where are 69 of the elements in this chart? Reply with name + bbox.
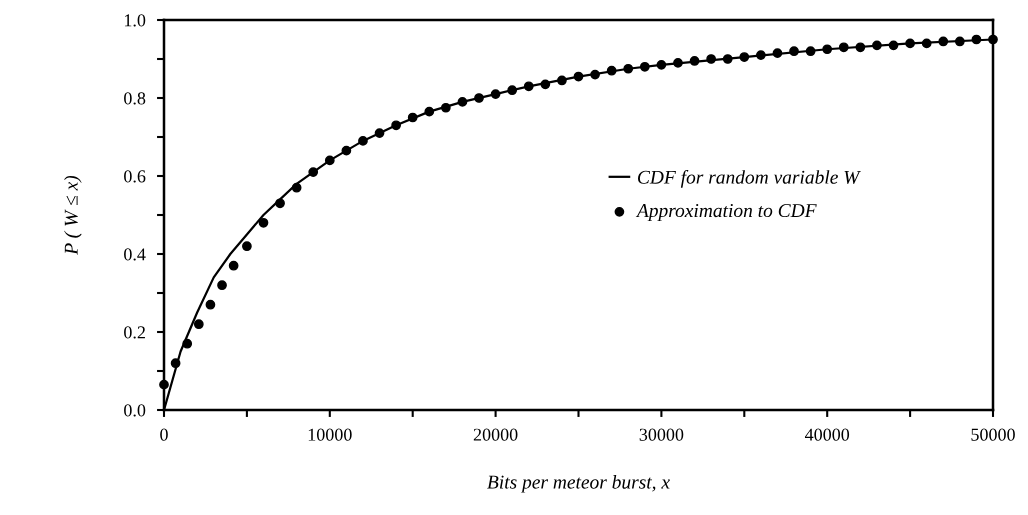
- point: [656, 59, 667, 70]
- point: [623, 63, 634, 74]
- point: [275, 198, 285, 209]
- point: [228, 260, 239, 271]
- point: [689, 56, 700, 66]
- x-axis-title: Bits per meteor burst, x: [487, 474, 670, 493]
- point: [988, 34, 998, 45]
- point: [606, 65, 617, 76]
- legend-label: CDF for random variable W: [638, 169, 861, 188]
- point: [921, 38, 932, 49]
- point: [706, 54, 717, 64]
- point: [490, 89, 501, 99]
- point: [182, 338, 193, 349]
- x-tick-label: 50000: [971, 428, 1015, 441]
- point: [573, 71, 584, 82]
- y-tick-label: 0.6: [124, 170, 146, 183]
- y-axis-title: P ( W ≤ x): [64, 175, 82, 255]
- x-tick-label: 0: [160, 428, 168, 441]
- point: [374, 128, 385, 138]
- point: [822, 44, 833, 55]
- point: [855, 42, 866, 53]
- point: [424, 106, 435, 117]
- point: [805, 46, 816, 57]
- point: [193, 319, 204, 330]
- point: [557, 75, 567, 86]
- y-tick-label: 0.2: [124, 326, 145, 339]
- point: [242, 241, 252, 252]
- point: [407, 112, 418, 123]
- point: [507, 85, 518, 96]
- point: [954, 36, 965, 47]
- point: [457, 97, 468, 107]
- point: [440, 102, 451, 113]
- point: [308, 167, 319, 177]
- point: [523, 81, 534, 92]
- point: [291, 182, 302, 193]
- point: [739, 52, 750, 62]
- point: [341, 145, 352, 156]
- y-tick-label: 1.0: [124, 14, 146, 27]
- point: [639, 61, 650, 72]
- x-tick-label: 30000: [639, 428, 684, 441]
- y-tick-label: 0.0: [124, 404, 146, 417]
- point: [673, 58, 683, 68]
- point: [170, 358, 181, 369]
- point: [888, 40, 899, 51]
- legend-label: Approximation to CDF: [635, 204, 817, 222]
- y-tick-label: 0.4: [124, 248, 146, 261]
- x-tick-label: 10000: [308, 428, 352, 441]
- point: [938, 36, 949, 47]
- point: [540, 79, 551, 90]
- point: [391, 120, 401, 131]
- point: [217, 280, 227, 291]
- point: [838, 42, 849, 53]
- point: [789, 46, 799, 57]
- point: [159, 379, 169, 390]
- point: [358, 136, 368, 146]
- point: [590, 69, 600, 80]
- point: [772, 48, 783, 59]
- point: [722, 54, 733, 64]
- point: [324, 155, 335, 166]
- point: [971, 34, 982, 45]
- point: [474, 93, 484, 103]
- point: [258, 217, 269, 228]
- point: [756, 50, 766, 60]
- y-tick-label: 0.8: [124, 92, 146, 105]
- x-tick-label: 20000: [473, 428, 518, 441]
- x-tick-label: 40000: [804, 428, 850, 441]
- point: [872, 40, 882, 51]
- point: [905, 38, 915, 49]
- point: [205, 299, 216, 310]
